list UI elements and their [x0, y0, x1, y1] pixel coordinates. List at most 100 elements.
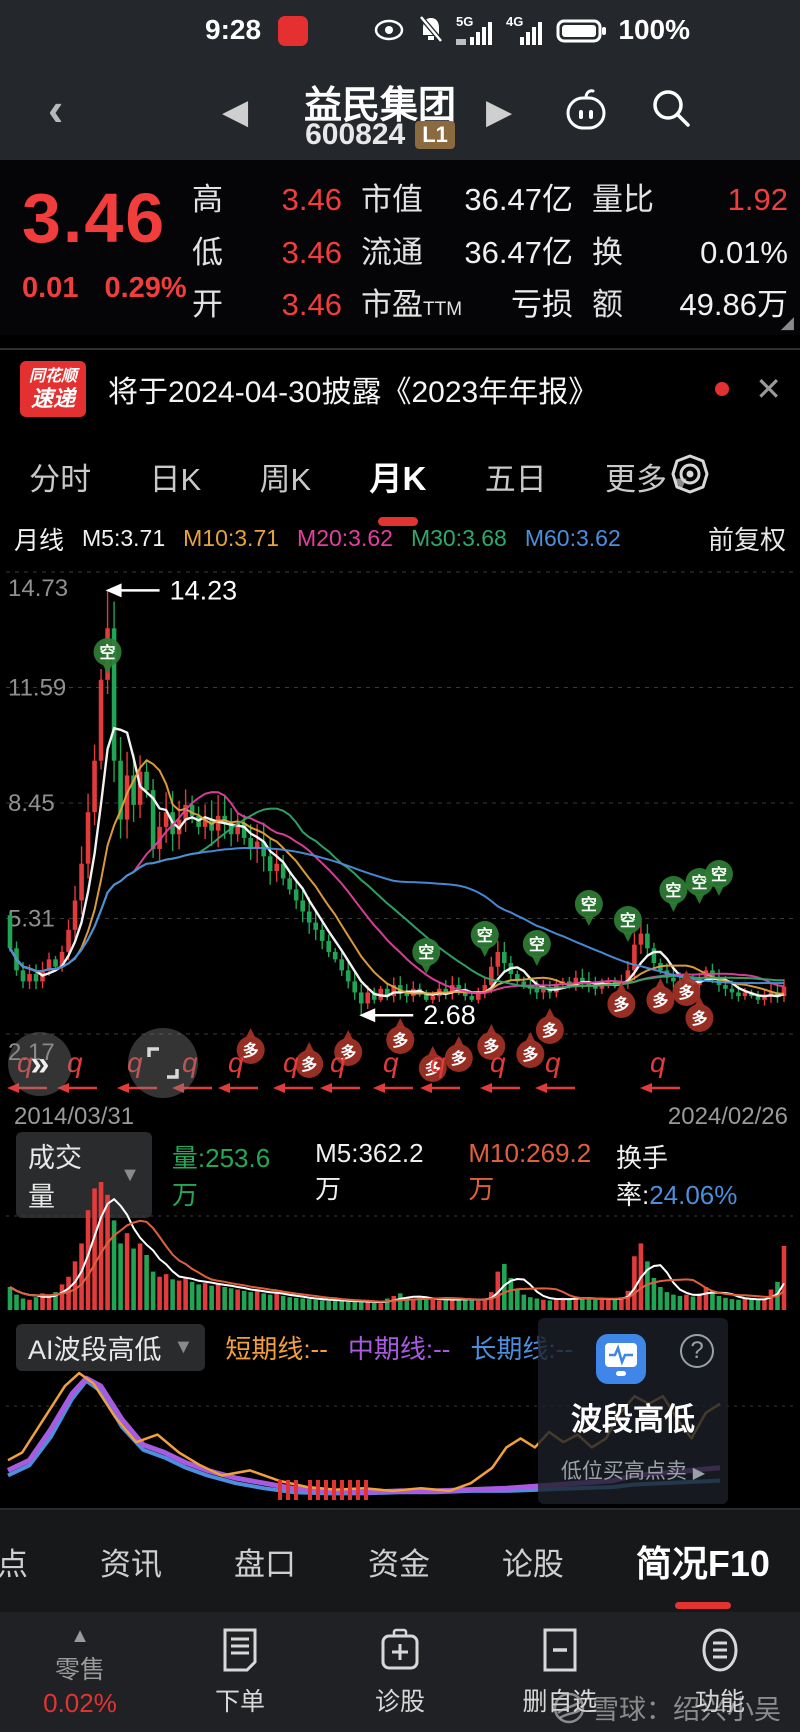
tab-月K[interactable]: 月K: [370, 452, 426, 526]
quote-label: 低: [192, 234, 223, 270]
svg-text:多: 多: [301, 1055, 317, 1074]
zoom-reset-button[interactable]: [128, 1028, 198, 1098]
tab-日K[interactable]: 日K: [149, 461, 202, 497]
search-icon[interactable]: [645, 82, 697, 134]
toolbar-item-下单[interactable]: 下单: [160, 1612, 320, 1732]
card-subtitle-text: 低位买高点卖: [560, 1460, 687, 1483]
news-close-icon[interactable]: ✕: [755, 371, 782, 407]
quote-row: 市值 36.47亿: [361, 174, 573, 219]
svg-text:q: q: [650, 1047, 666, 1078]
arrow-up-icon: ▲: [70, 1625, 90, 1647]
sector-change-pct: 0.02%: [43, 1688, 117, 1718]
svg-text:4G: 4G: [506, 14, 523, 29]
svg-text:空: 空: [691, 873, 707, 892]
news-banner[interactable]: 同花顺 速递 将于2024-04-30披露《2023年年报》 ✕: [20, 358, 782, 420]
ma-value: M5:3.71: [82, 525, 166, 551]
quote-label: 市盈TTM: [361, 287, 463, 322]
stock-code-row: 600824 L1: [280, 118, 480, 152]
quote-value: 0.01%: [700, 234, 788, 270]
toolbar-item-零售[interactable]: ▲ 零售 0.02%: [0, 1612, 160, 1732]
bottom-tab-资金[interactable]: 资金: [367, 1546, 430, 1582]
bottom-tab-资讯[interactable]: 资讯: [99, 1546, 162, 1582]
tab-五日[interactable]: 五日: [484, 461, 547, 497]
svg-text:空: 空: [418, 943, 434, 962]
svg-text:空: 空: [477, 926, 493, 945]
stock-title: 益民集团: [303, 85, 456, 127]
indicator-settings-icon[interactable]: [668, 452, 712, 496]
app-notification-icon: [278, 16, 308, 46]
date-range-row: 2014/03/31 2024/02/26: [14, 1103, 788, 1131]
quote-label: 额: [592, 287, 623, 322]
active-bottom-tab-underline: [674, 1602, 731, 1609]
toolbar-item-功能[interactable]: 功能: [640, 1612, 800, 1732]
fast-forward-button[interactable]: »: [8, 1032, 72, 1096]
volume-indicator-select[interactable]: 成交量 ▼: [16, 1132, 152, 1218]
volume-indicator-name: 成交量: [28, 1143, 82, 1212]
turnover-label: 换手率:: [615, 1143, 668, 1210]
eye-icon: [372, 13, 406, 47]
bottom-toolbar: ▲ 零售 0.02% 下单 诊股 删自选 功能: [0, 1612, 800, 1732]
svg-text:多: 多: [483, 1037, 499, 1056]
next-stock-icon[interactable]: ▶: [486, 93, 513, 131]
back-chevron-icon[interactable]: ‹: [48, 83, 64, 135]
ai-line-stat: 中期线:--: [347, 1334, 451, 1364]
volume-chart[interactable]: [0, 1176, 800, 1314]
ma-indicator-row: 月线 M5:3.71 M10:3.71 M20:3.62 M30:3.68 M60:3.…: [14, 520, 786, 557]
diagnose-icon: [377, 1626, 423, 1674]
adjust-mode[interactable]: 前复权: [707, 525, 786, 555]
bottom-tab-简况F10[interactable]: 简况F10: [636, 1535, 770, 1609]
svg-text:14.73: 14.73: [8, 575, 68, 602]
quote-value: 亏损: [511, 287, 573, 322]
svg-text:空: 空: [665, 881, 681, 900]
logo-line1: 同花顺: [28, 367, 77, 385]
svg-text:多: 多: [542, 1021, 558, 1040]
price-change: 0.01: [22, 272, 79, 304]
watermark-text: 雪球：绍兴小吴: [592, 1695, 781, 1725]
svg-text:多: 多: [691, 1009, 707, 1028]
l1-badge: L1: [415, 121, 455, 149]
svg-text:5G: 5G: [456, 14, 473, 29]
tab-周K[interactable]: 周K: [259, 461, 312, 497]
tab-分时[interactable]: 分时: [29, 461, 92, 497]
quote-value: 49.86万: [679, 287, 788, 322]
ai-band-card[interactable]: ? 波段高低 低位买高点卖 ▶: [538, 1318, 728, 1504]
divider: [0, 348, 800, 350]
toolbar-item-诊股[interactable]: 诊股: [320, 1612, 480, 1732]
title-bar: ‹ ◀ 益民集团 600824 L1 ▶: [0, 60, 800, 160]
turnover-value: 24.06%: [649, 1180, 738, 1210]
help-icon[interactable]: ?: [680, 1334, 714, 1368]
quote-label: 开: [192, 287, 223, 322]
volume-stat: M10:269.2万: [468, 1138, 592, 1204]
quote-panel: 3.46 0.01 0.29% 高 3.46 低 3.46 开 3.46 市值 36.47亿流…: [0, 160, 800, 335]
volume-stat: M5:362.2万: [315, 1138, 424, 1204]
expand-triangle-icon[interactable]: ◢: [780, 313, 794, 332]
ma-value: M30:3.68: [410, 525, 507, 551]
svg-text:多: 多: [340, 1043, 356, 1062]
quote-row: 开 3.46: [192, 279, 342, 324]
stock-code: 600824: [305, 118, 406, 151]
svg-text:多: 多: [652, 991, 668, 1010]
bottom-tab-盘口[interactable]: 盘口: [233, 1546, 296, 1582]
svg-text:q: q: [127, 1047, 143, 1078]
prev-stock-icon[interactable]: ◀: [222, 93, 249, 131]
assistant-robot-icon[interactable]: [560, 82, 612, 134]
svg-text:2.68: 2.68: [423, 1000, 476, 1030]
svg-text:空: 空: [711, 865, 727, 884]
news-text[interactable]: 将于2024-04-30披露《2023年年报》: [108, 376, 599, 409]
toolbar-item-label: 诊股: [374, 1688, 425, 1716]
quote-value: 3.46: [281, 287, 342, 322]
quote-row: 市盈TTM 亏损: [361, 279, 573, 324]
ths-express-logo: 同花顺 速递: [20, 361, 86, 417]
svg-text:空: 空: [529, 935, 545, 954]
battery-percent: 100%: [618, 14, 690, 45]
chevron-right-icon: ▶: [692, 1465, 706, 1482]
quote-value: 36.47亿: [464, 234, 573, 270]
card-subtitle[interactable]: 低位买高点卖 ▶: [561, 1455, 705, 1485]
logo-line2: 速递: [30, 385, 75, 411]
quote-row: 换 0.01%: [592, 227, 788, 272]
ai-indicator-select[interactable]: AI波段高低 ▼: [16, 1324, 206, 1371]
main-candlestick-chart[interactable]: 14.7311.598.455.312.1714.232.68空空空空空空空空空…: [0, 552, 800, 1100]
bottom-tab-论股[interactable]: 论股: [501, 1546, 564, 1582]
svg-text:多: 多: [522, 1045, 538, 1064]
bottom-tab-热点[interactable]: 热点: [0, 1546, 28, 1582]
